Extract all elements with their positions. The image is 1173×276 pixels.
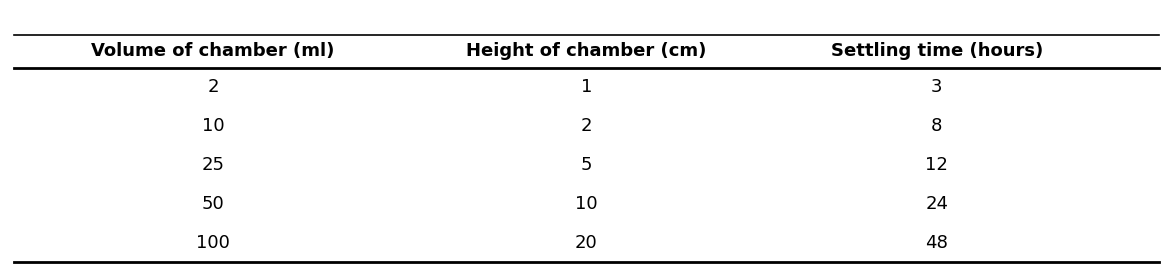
Text: Volume of chamber (ml): Volume of chamber (ml) (91, 43, 334, 60)
Text: 2: 2 (581, 117, 592, 135)
Text: 24: 24 (925, 195, 948, 213)
Text: 25: 25 (202, 156, 224, 174)
Text: Height of chamber (cm): Height of chamber (cm) (467, 43, 706, 60)
Text: 20: 20 (575, 234, 598, 252)
Text: 10: 10 (202, 117, 224, 135)
Text: Settling time (hours): Settling time (hours) (830, 43, 1043, 60)
Text: 1: 1 (581, 78, 592, 96)
Text: 48: 48 (925, 234, 948, 252)
Text: 2: 2 (208, 78, 218, 96)
Text: 5: 5 (581, 156, 592, 174)
Text: 8: 8 (931, 117, 942, 135)
Text: 3: 3 (931, 78, 942, 96)
Text: 10: 10 (575, 195, 598, 213)
Text: 100: 100 (196, 234, 230, 252)
Text: 12: 12 (925, 156, 948, 174)
Text: 50: 50 (202, 195, 224, 213)
